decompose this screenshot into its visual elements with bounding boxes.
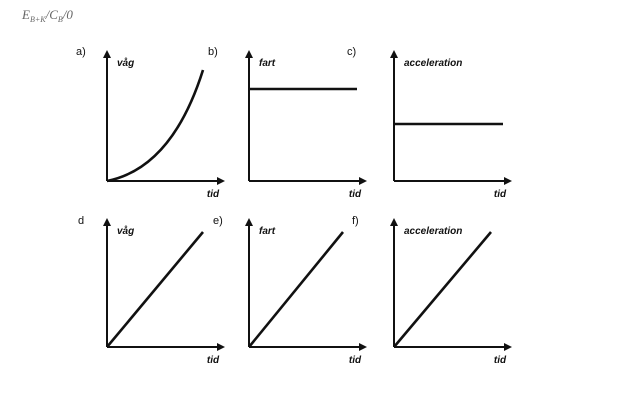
- header-part: /C: [45, 7, 59, 22]
- panel-label: f): [352, 215, 359, 227]
- panel-label: c): [347, 46, 356, 58]
- arrow-head: [217, 177, 225, 185]
- panel-label: a): [76, 46, 86, 58]
- y-axis-label: acceleration: [404, 58, 462, 69]
- y-axis-label: fart: [259, 226, 276, 237]
- arrow-head: [359, 343, 367, 351]
- y-axis-label: våg: [117, 225, 134, 237]
- arrow-head: [103, 50, 111, 58]
- arrow-head: [217, 343, 225, 351]
- arrow-head: [504, 177, 512, 185]
- arrow-head: [245, 218, 253, 226]
- x-axis-label: tid: [207, 355, 220, 366]
- panel-label: d: [78, 215, 84, 227]
- arrow-head: [245, 50, 253, 58]
- curve: [393, 231, 492, 348]
- arrow-head: [103, 218, 111, 226]
- x-axis-label: tid: [349, 355, 362, 366]
- arrow-head: [390, 50, 398, 58]
- x-axis-label: tid: [494, 355, 507, 366]
- y-axis-label: fart: [259, 58, 276, 69]
- curve: [247, 231, 345, 348]
- arrow-head: [390, 218, 398, 226]
- arrow-head: [504, 343, 512, 351]
- x-axis-label: tid: [207, 189, 220, 200]
- curve: [106, 231, 204, 348]
- y-axis-label: acceleration: [404, 226, 462, 237]
- curve: [106, 69, 205, 183]
- arrow-head: [359, 177, 367, 185]
- panel-label: b): [208, 46, 218, 58]
- header-part: /0: [62, 7, 74, 22]
- header-part: E: [21, 7, 30, 22]
- x-axis-label: tid: [494, 189, 507, 200]
- y-axis-label: våg: [117, 57, 134, 69]
- x-axis-label: tid: [349, 189, 362, 200]
- header: EB+K/CB/0: [21, 7, 73, 24]
- header-sub: B: [58, 15, 63, 24]
- panel-label: e): [213, 215, 223, 227]
- header-sub: B+K: [30, 15, 46, 24]
